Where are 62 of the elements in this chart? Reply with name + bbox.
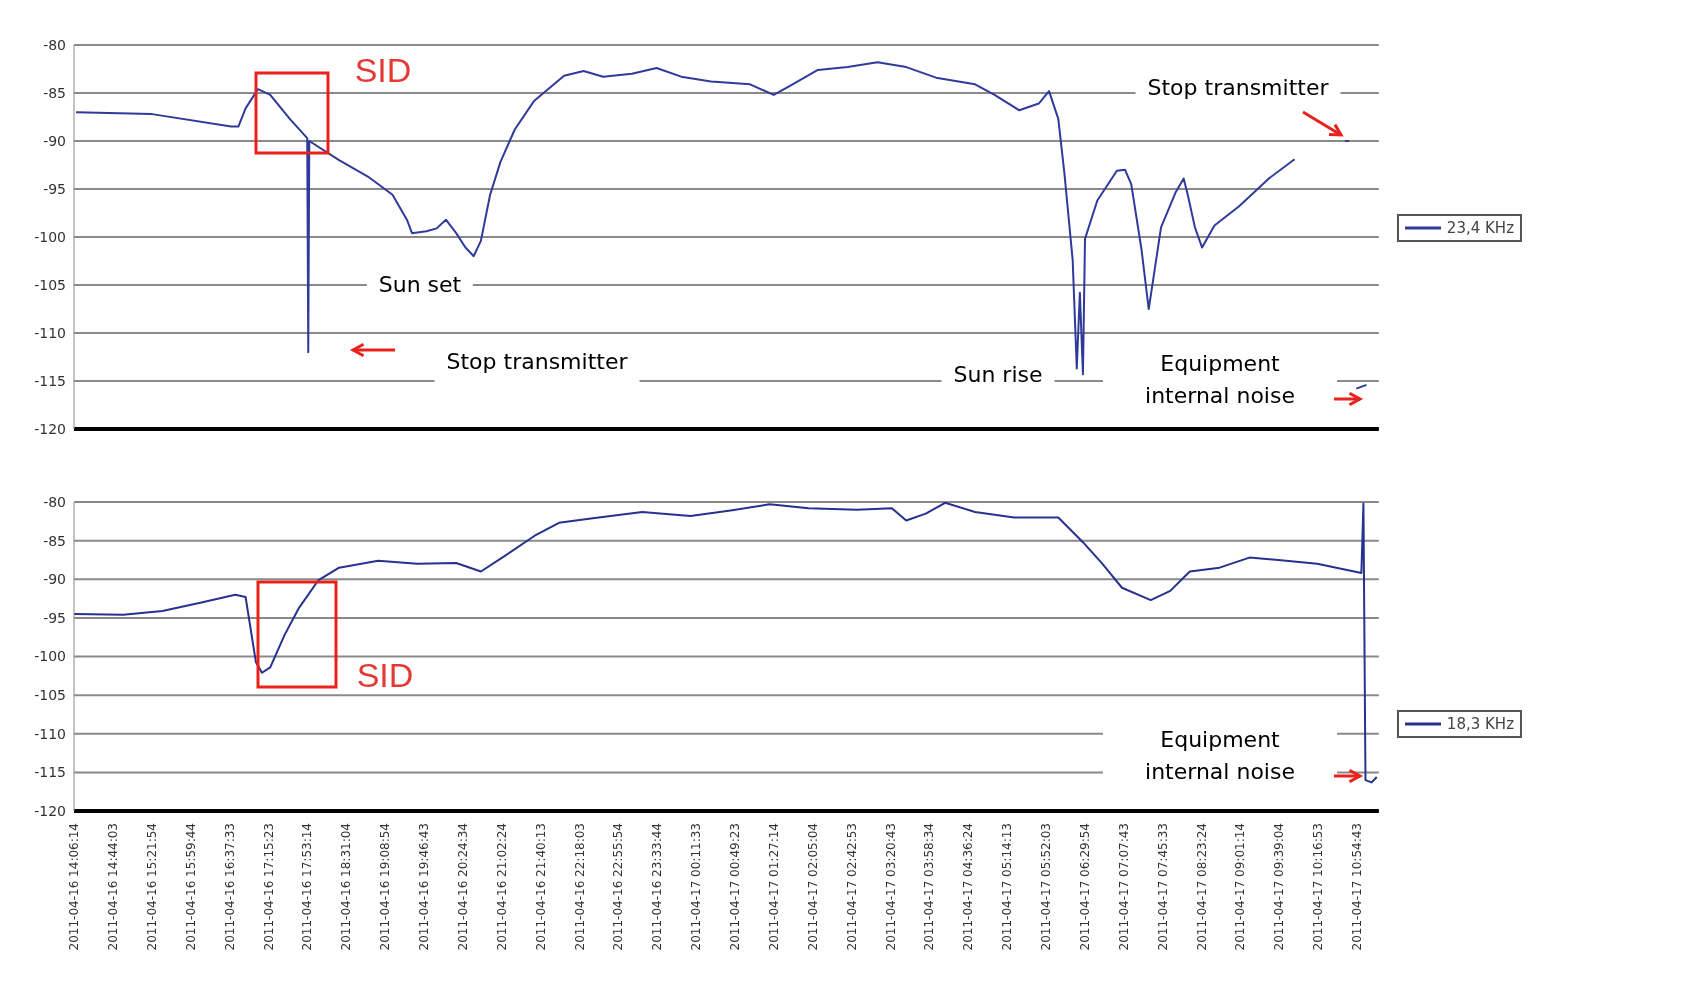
y-tick-label: -95	[43, 180, 66, 197]
x-tick-label: 2011-04-16 14:44:03	[106, 823, 121, 951]
y-tick-label: -90	[43, 132, 66, 149]
x-tick-label: 2011-04-16 22:18:03	[572, 823, 587, 951]
x-tick-label: 2011-04-17 10:16:53	[1311, 823, 1326, 951]
x-tick-label: 2011-04-17 07:45:33	[1155, 823, 1170, 951]
y-tick-label: -100	[34, 648, 66, 665]
x-tick-label: 2011-04-17 01:27:14	[766, 823, 781, 951]
annotation: Equipment internal noise	[1103, 720, 1337, 792]
annotation: Stop transmitter	[434, 342, 640, 382]
x-tick-label: 2011-04-17 04:36:24	[961, 823, 976, 951]
x-tick-label: 2011-04-16 23:33:44	[650, 823, 665, 951]
x-tick-label: 2011-04-16 19:08:54	[378, 823, 393, 951]
y-tick-label: -80	[43, 36, 66, 53]
annotation: SID	[355, 655, 415, 697]
legend-label: 23,4 KHz	[1446, 219, 1514, 237]
y-tick-label: -120	[34, 802, 66, 819]
y-tick-label: -110	[34, 725, 66, 742]
x-tick-label: 2011-04-16 22:55:54	[611, 823, 626, 951]
x-tick-label: 2011-04-16 15:59:44	[183, 823, 198, 951]
x-tick-label: 2011-04-17 09:39:04	[1272, 823, 1287, 951]
y-tick-label: -85	[43, 532, 66, 549]
y-tick-label: -90	[43, 571, 66, 588]
x-tick-label: 2011-04-16 14:06:14	[67, 823, 82, 951]
legend-label: 18,3 KHz	[1446, 715, 1514, 733]
x-tick-label: 2011-04-17 00:11:33	[689, 823, 704, 951]
x-tick-label: 2011-04-16 18:31:04	[339, 823, 354, 951]
x-tick-label: 2011-04-17 02:05:04	[805, 823, 820, 951]
x-tick-label: 2011-04-16 15:21:54	[144, 823, 159, 951]
x-tick-label: 2011-04-17 02:42:53	[844, 823, 859, 951]
x-tick-label: 2011-04-17 07:07:43	[1116, 823, 1131, 951]
y-tick-label: -100	[34, 228, 66, 245]
x-tick-label: 2011-04-17 05:52:03	[1039, 823, 1054, 951]
x-tick-label: 2011-04-17 05:14:13	[1000, 823, 1015, 951]
y-tick-label: -95	[43, 609, 66, 626]
x-tick-label: 2011-04-17 03:20:43	[883, 823, 898, 951]
y-tick-label: -80	[43, 493, 66, 510]
annotation: Equipment internal noise	[1103, 344, 1337, 416]
annotation: SID	[353, 50, 413, 92]
x-tick-label: 2011-04-16 21:40:13	[533, 823, 548, 951]
y-tick-label: -115	[34, 372, 66, 389]
x-tick-label: 2011-04-17 09:01:14	[1233, 823, 1248, 951]
x-tick-label: 2011-04-16 16:37:33	[222, 823, 237, 951]
y-tick-label: -115	[34, 764, 66, 781]
y-tick-label: -105	[34, 687, 66, 704]
x-tick-label: 2011-04-16 19:46:43	[417, 823, 432, 951]
x-tick-label: 2011-04-16 21:02:24	[494, 823, 509, 951]
x-tick-label: 2011-04-17 08:23:24	[1194, 823, 1209, 951]
x-tick-label: 2011-04-17 06:29:54	[1077, 823, 1092, 951]
y-tick-label: -110	[34, 324, 66, 341]
annotation: Stop transmitter	[1135, 68, 1341, 108]
annotation: Sun set	[366, 265, 474, 305]
x-tick-label: 2011-04-17 03:58:34	[922, 823, 937, 951]
y-tick-label: -120	[34, 420, 66, 437]
x-tick-label: 2011-04-16 20:24:34	[455, 823, 470, 951]
x-tick-label: 2011-04-17 10:54:43	[1349, 823, 1364, 951]
y-tick-label: -105	[34, 276, 66, 293]
x-tick-label: 2011-04-16 17:15:23	[261, 823, 276, 951]
x-tick-label: 2011-04-17 00:49:23	[728, 823, 743, 951]
annotation: Sun rise	[941, 355, 1055, 395]
y-tick-label: -85	[43, 84, 66, 101]
x-tick-label: 2011-04-16 17:53:14	[300, 823, 315, 951]
